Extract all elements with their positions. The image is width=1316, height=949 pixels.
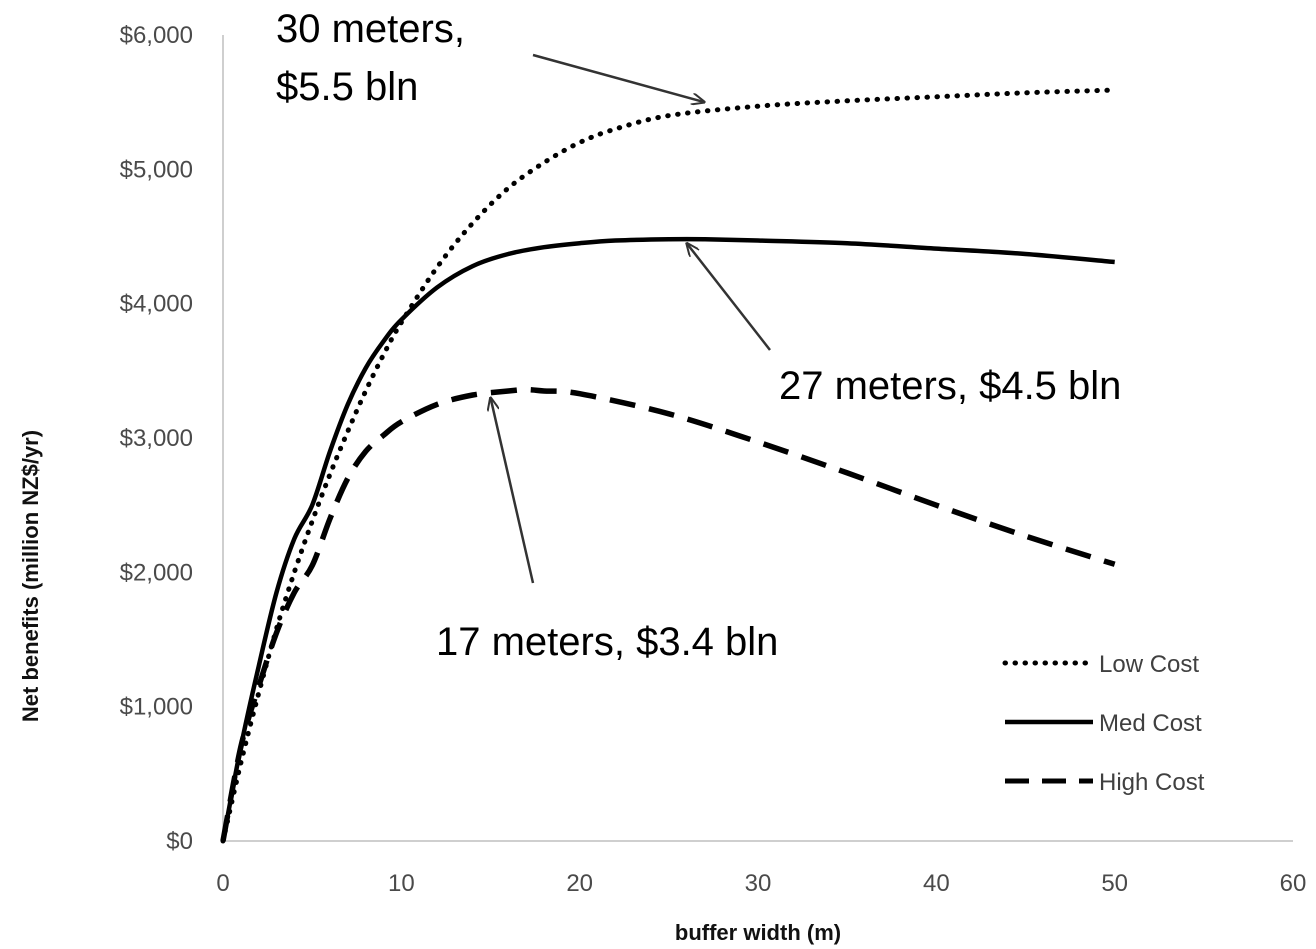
annotation-17m: 17 meters, $3.4 bln bbox=[436, 398, 778, 664]
x-tick-label: 50 bbox=[1101, 870, 1128, 897]
y-tick-label: $6,000 bbox=[120, 22, 193, 49]
annotation-17m-arrow bbox=[491, 398, 535, 584]
x-axis-title: buffer width (m) bbox=[675, 920, 841, 945]
series-lines bbox=[220, 87, 1118, 844]
x-tick-label: 40 bbox=[923, 870, 950, 897]
y-tick-label: $0 bbox=[166, 828, 193, 855]
y-tick-label: $4,000 bbox=[120, 291, 193, 318]
series-line-high-cost bbox=[220, 386, 1116, 842]
y-tick-labels: $0 $1,000 $2,000 $3,000 $4,000 $5,000 $6,000 bbox=[120, 22, 193, 855]
x-tick-label: 0 bbox=[216, 870, 229, 897]
legend-high-cost-label: High Cost bbox=[1099, 769, 1205, 796]
y-tick-label: $2,000 bbox=[120, 559, 193, 586]
annotation-30m-line1: 30 meters, bbox=[276, 7, 465, 51]
legend-med-cost-label: Med Cost bbox=[1099, 710, 1202, 737]
annotation-30m-line2: $5.5 bln bbox=[276, 65, 418, 109]
y-tick-label: $5,000 bbox=[120, 156, 193, 183]
y-tick-label: $3,000 bbox=[120, 425, 193, 452]
annotation-30m: 30 meters, $5.5 bln bbox=[276, 7, 705, 109]
annotation-17m-label: 17 meters, $3.4 bln bbox=[436, 620, 778, 664]
x-tick-label: 60 bbox=[1280, 870, 1307, 897]
x-tick-label: 30 bbox=[745, 870, 772, 897]
annotation-30m-arrow bbox=[532, 53, 705, 102]
legend-low-cost-label: Low Cost bbox=[1099, 651, 1199, 678]
y-tick-label: $1,000 bbox=[120, 694, 193, 721]
series-line-low-cost bbox=[220, 87, 1118, 844]
x-tick-label: 20 bbox=[566, 870, 593, 897]
y-axis-title: Net benefits (million NZ$/yr) bbox=[18, 430, 43, 722]
x-tick-labels: 0 10 20 30 40 50 60 bbox=[216, 870, 1306, 897]
annotation-27m-label: 27 meters, $4.5 bln bbox=[779, 364, 1121, 408]
x-tick-label: 10 bbox=[388, 870, 415, 897]
series-line-med-cost bbox=[220, 236, 1115, 842]
annotation-27m: 27 meters, $4.5 bln bbox=[687, 243, 1121, 408]
legend: Low Cost Med Cost High Cost bbox=[1002, 651, 1205, 796]
annotation-27m-arrow bbox=[687, 243, 771, 351]
